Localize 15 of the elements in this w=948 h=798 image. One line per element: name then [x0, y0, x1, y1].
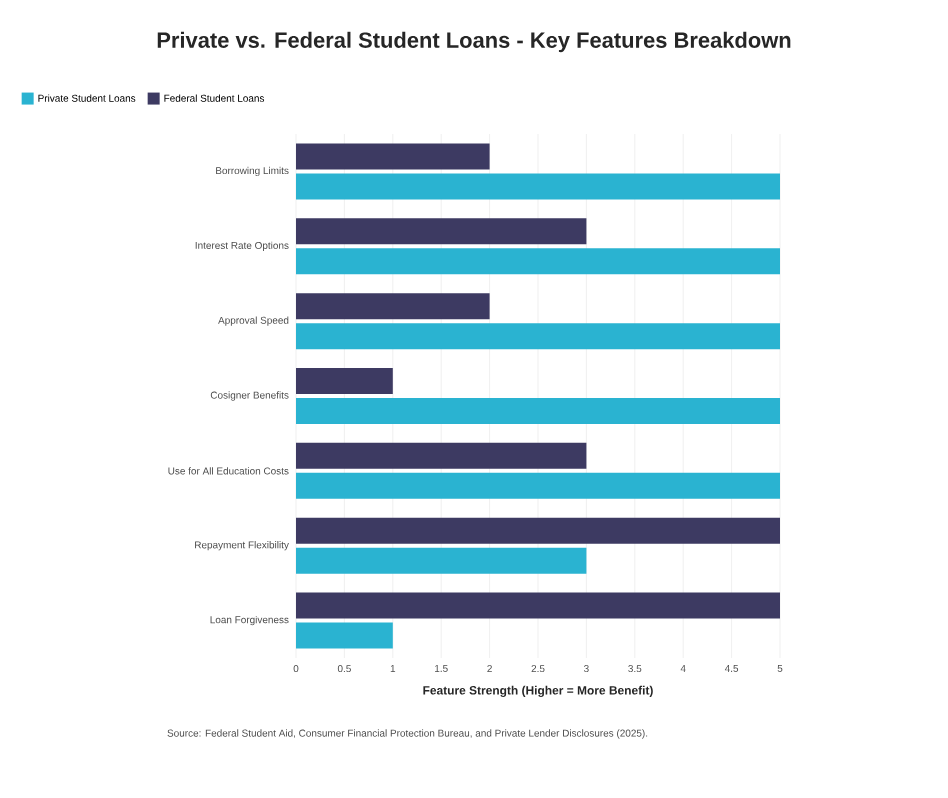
- bar: [296, 472, 780, 499]
- bar: [296, 547, 587, 574]
- bar: [296, 143, 490, 170]
- bar: [296, 323, 780, 350]
- bar: [296, 517, 780, 544]
- bar: [296, 368, 393, 395]
- bar: [296, 622, 393, 649]
- bar: [296, 398, 780, 424]
- bar: [296, 592, 780, 619]
- bar: [296, 293, 490, 320]
- bar: [296, 218, 587, 245]
- bar: [296, 442, 587, 469]
- bar: [296, 248, 780, 275]
- bar: [296, 173, 780, 200]
- chart-title: Private vs. Federal Student Loans - Key Features Breakdown: [157, 31, 791, 53]
